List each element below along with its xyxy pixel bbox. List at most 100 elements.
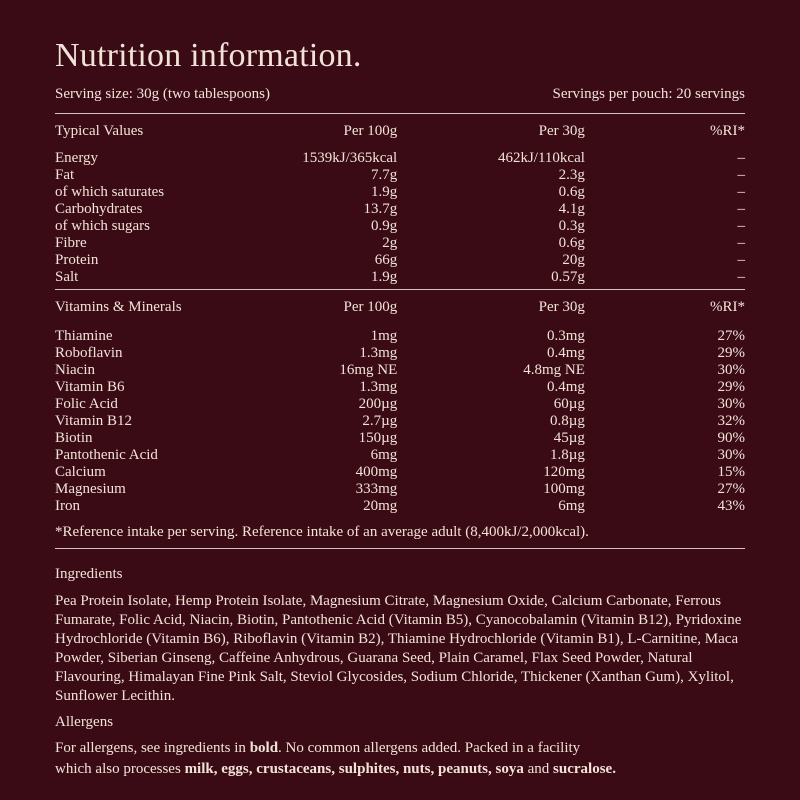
per-100g-value: 1.9g	[370, 184, 398, 200]
ri-value: –	[737, 150, 745, 166]
per-100g-value: 16mg NE	[339, 362, 398, 378]
ri-value: –	[737, 269, 745, 285]
ri-value: 27%	[717, 328, 745, 344]
col-header-ri: %RI*	[709, 299, 745, 315]
ri-value: 90%	[717, 430, 745, 446]
table-row: Niacin 16mg NE 4.8mg NE 30%	[55, 362, 745, 379]
per-30g-value: 0.57g	[551, 269, 585, 285]
per-100g-value: 7.7g	[370, 167, 398, 183]
col-header-per-30g: Per 30g	[538, 299, 585, 315]
per-30g-value: 0.4mg	[546, 345, 585, 361]
nutrient-name: Magnesium	[55, 481, 126, 497]
per-30g-value: 4.1g	[558, 201, 585, 217]
nutrient-name: Fat	[55, 167, 75, 183]
per-100g-value: 1.3mg	[359, 379, 398, 395]
table-row: Iron 20mg 6mg 43%	[55, 498, 745, 515]
allergens-heading: Allergens	[55, 714, 114, 730]
divider-top	[55, 113, 745, 114]
per-30g-value: 0.3g	[558, 218, 585, 234]
col-header-vitamins-minerals: Vitamins & Minerals	[55, 299, 182, 315]
page-title: Nutrition information.	[55, 37, 362, 74]
per-100g-value: 0.9g	[370, 218, 398, 234]
col-header-per-100g: Per 100g	[343, 299, 398, 315]
per-30g-value: 45µg	[553, 430, 585, 446]
nutrient-name: Roboflavin	[55, 345, 123, 361]
table-row: of which sugars 0.9g 0.3g –	[55, 218, 745, 235]
typical-values-header-row: Typical Values Per 100g Per 30g %RI*	[55, 123, 745, 140]
ri-value: 30%	[717, 396, 745, 412]
table-row: Vitamin B6 1.3mg 0.4mg 29%	[55, 379, 745, 396]
allergen-term: soya	[495, 761, 524, 777]
table-row: of which saturates 1.9g 0.6g –	[55, 184, 745, 201]
nutrient-name: Biotin	[55, 430, 93, 446]
nutrient-name: Calcium	[55, 464, 106, 480]
nutrient-name: Protein	[55, 252, 99, 268]
nutrient-name: Folic Acid	[55, 396, 118, 412]
ri-value: –	[737, 235, 745, 251]
ingredients-text: Pea Protein Isolate, Hemp Protein Isolat…	[55, 593, 746, 704]
per-30g-value: 0.4mg	[546, 379, 585, 395]
col-header-typical-values: Typical Values	[55, 123, 144, 139]
per-30g-value: 20g	[562, 252, 585, 268]
table-row: Vitamin B12 2.7µg 0.8µg 32%	[55, 413, 745, 430]
per-30g-value: 0.3mg	[546, 328, 585, 344]
table-row: Roboflavin 1.3mg 0.4mg 29%	[55, 345, 745, 362]
ri-value: 29%	[717, 379, 745, 395]
ri-value: –	[737, 218, 745, 234]
nutrient-name: Vitamin B6	[55, 379, 125, 395]
per-30g-value: 462kJ/110kcal	[497, 150, 585, 166]
table-row: Energy 1539kJ/365kcal 462kJ/110kcal –	[55, 150, 745, 167]
nutrient-name: Iron	[55, 498, 80, 514]
allergen-term: peanuts,	[437, 761, 492, 777]
ri-value: 29%	[717, 345, 745, 361]
per-100g-value: 13.7g	[363, 201, 398, 217]
ri-value: –	[737, 184, 745, 200]
nutrient-name: Carbohydrates	[55, 201, 143, 217]
ri-value: 30%	[717, 362, 745, 378]
col-header-per-30g: Per 30g	[538, 123, 585, 139]
allergen-term: sucralose.	[553, 761, 616, 777]
per-100g-value: 2.7µg	[362, 413, 398, 429]
per-100g-value: 1mg	[370, 328, 398, 344]
per-30g-value: 0.8µg	[550, 413, 585, 429]
divider-bottom	[55, 548, 745, 549]
per-30g-value: 0.6g	[558, 235, 585, 251]
per-30g-value: 60µg	[553, 396, 585, 412]
ingredients-heading: Ingredients	[55, 566, 123, 582]
allergen-term: nuts,	[402, 761, 435, 777]
table-row: Fibre 2g 0.6g –	[55, 235, 745, 252]
ri-value: 27%	[717, 481, 745, 497]
allergen-term: milk,	[184, 761, 218, 777]
servings-per-pouch-text: Servings per pouch: 20 servings	[552, 86, 745, 102]
table-row: Folic Acid 200µg 60µg 30%	[55, 396, 745, 413]
ri-value: 43%	[717, 498, 745, 514]
nutrient-name: Niacin	[55, 362, 95, 378]
per-30g-value: 120mg	[543, 464, 585, 480]
per-100g-value: 66g	[374, 252, 398, 268]
per-100g-value: 2g	[382, 235, 398, 251]
per-100g-value: 6mg	[370, 447, 398, 463]
per-30g-value: 4.8mg NE	[523, 362, 585, 378]
table-row: Salt 1.9g 0.57g –	[55, 269, 745, 286]
per-30g-value: 2.3g	[558, 167, 585, 183]
ri-value: –	[737, 167, 745, 183]
table-row: Calcium 400mg 120mg 15%	[55, 464, 745, 481]
per-100g-value: 1.9g	[370, 269, 398, 285]
col-header-ri: %RI*	[709, 123, 745, 139]
per-100g-value: 150µg	[358, 430, 398, 446]
nutrient-name: Thiamine	[55, 328, 113, 344]
allergen-term: crustaceans,	[256, 761, 335, 777]
allergen-text-segment: and	[523, 761, 554, 777]
nutrient-name: Salt	[55, 269, 79, 285]
allergen-text-segment: For allergens, see ingredients in	[55, 740, 250, 756]
per-100g-value: 1539kJ/365kcal	[302, 150, 398, 166]
nutrient-name: Vitamin B12	[55, 413, 133, 429]
nutrient-name: Fibre	[55, 235, 87, 251]
vitamins-minerals-table: Vitamins & Minerals Per 100g Per 30g %RI…	[55, 290, 745, 515]
table-row: Biotin 150µg 45µg 90%	[55, 430, 745, 447]
allergen-term: eggs,	[221, 761, 253, 777]
table-row: Magnesium 333mg 100mg 27%	[55, 481, 745, 498]
ri-value: 32%	[717, 413, 745, 429]
per-100g-value: 400mg	[355, 464, 398, 480]
